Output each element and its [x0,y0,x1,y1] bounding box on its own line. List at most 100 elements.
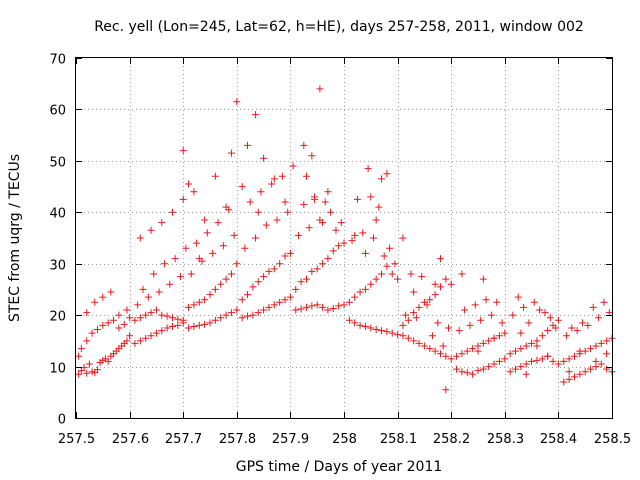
data-point [568,324,576,332]
data-point [603,365,611,373]
x-tick-label: 258.1 [380,432,417,447]
data-point [150,270,158,278]
data-point [383,262,391,270]
data-point [412,314,420,322]
data-point [99,321,107,329]
data-point [595,314,603,322]
data-point [528,339,536,347]
data-point [485,363,493,371]
data-point [474,367,482,375]
data-point [273,216,281,224]
data-point [174,321,182,329]
data-point [570,352,578,360]
data-point [592,357,600,365]
data-point [252,111,260,119]
data-point [600,298,608,306]
data-point [158,327,166,335]
data-point [209,249,217,257]
data-point [163,324,171,332]
data-point [453,352,461,360]
data-point [93,366,101,374]
data-point [399,321,407,329]
data-points [75,85,616,394]
data-point [168,314,176,322]
data-point [195,321,203,329]
data-point [546,314,554,322]
data-point [265,267,273,275]
data-point [227,270,235,278]
data-point [284,208,292,216]
data-point [544,327,552,335]
data-point [168,208,176,216]
data-point [163,312,171,320]
data-point [107,288,115,296]
data-point [597,339,605,347]
data-point [372,326,380,334]
data-point [369,234,377,242]
data-point [185,180,193,188]
data-point [160,260,168,268]
data-point [495,332,503,340]
data-point [533,356,541,364]
data-point [388,329,396,337]
data-point [311,195,319,203]
data-point [300,201,308,209]
data-point [179,147,187,155]
data-point [297,305,305,313]
data-point [249,311,257,319]
x-tick-label: 257.6 [112,432,149,447]
data-point [302,172,310,180]
x-tick-label: 258.5 [594,432,631,447]
data-point [297,278,305,286]
data-point [294,231,302,239]
y-tick-labels: 0 10 20 30 40 50 60 70 [49,53,66,428]
data-point [337,219,345,227]
data-point [458,350,466,358]
data-point [461,306,469,314]
data-point [471,301,479,309]
data-point [536,306,544,314]
data-point [136,314,144,322]
data-point [104,319,112,327]
data-point [244,291,252,299]
data-point [265,303,273,311]
data-point [364,165,372,173]
data-point [351,231,359,239]
data-point [158,311,166,319]
data-point [375,203,383,211]
data-point [479,339,487,347]
data-point [185,303,193,311]
data-point [455,327,463,335]
data-point [230,231,238,239]
data-point [227,149,235,157]
data-point [147,309,155,317]
data-point [246,198,254,206]
y-tick-label: 20 [49,310,66,325]
data-point [222,203,230,211]
data-point [436,350,444,358]
data-point [402,311,410,319]
data-point [147,332,155,340]
data-point [565,368,573,376]
data-point [308,152,316,160]
data-point [115,324,123,332]
data-point [238,296,246,304]
data-point [383,328,391,336]
y-tick-label: 50 [49,156,66,171]
data-point [134,301,142,309]
data-point [345,298,353,306]
data-point [206,319,214,327]
data-point [570,373,578,381]
data-point [254,208,262,216]
data-point [584,321,592,329]
data-point [482,296,490,304]
data-point [592,342,600,350]
data-point [474,347,482,355]
data-point [260,306,268,314]
data-point [201,320,209,328]
data-point [193,239,201,247]
data-point [410,288,418,296]
data-point [270,265,278,273]
data-point [168,322,176,330]
data-point [166,280,174,288]
